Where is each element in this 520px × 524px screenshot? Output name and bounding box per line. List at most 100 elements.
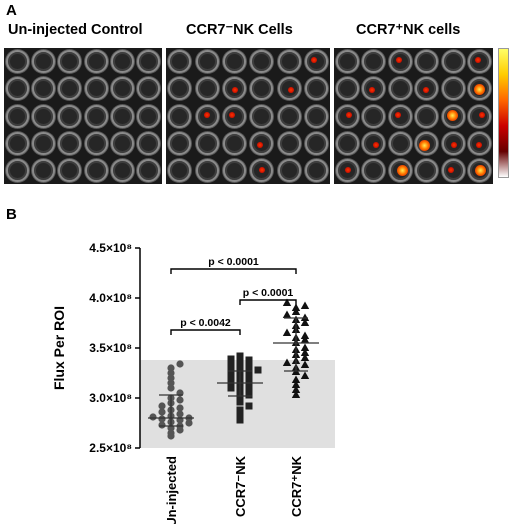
- y-tick-label: 2.5×10⁸: [89, 441, 132, 455]
- plate-well: [32, 131, 55, 155]
- plate-well: [58, 50, 82, 74]
- y-ticks: 2.5×10⁸ 3.0×10⁸ 3.5×10⁸ 4.0×10⁸ 4.5×10⁸: [89, 241, 140, 455]
- data-point-triangle: [300, 301, 310, 309]
- luminescence-signal: [256, 142, 263, 149]
- significance-bracket: [170, 268, 297, 274]
- plate-well: [388, 131, 412, 155]
- data-point-circle: [176, 404, 184, 412]
- data-point-triangle: [282, 298, 292, 306]
- plate-well: [32, 77, 55, 101]
- y-axis-label: Flux Per ROI: [51, 306, 67, 390]
- plate-well: [277, 50, 301, 74]
- data-point-triangle: [291, 307, 301, 315]
- plate-well: [304, 158, 328, 182]
- x-category-label: CCR7⁻NK: [233, 455, 248, 517]
- significance-brackets: p < 0.0042 p < 0.0001 p < 0.0001: [170, 256, 297, 335]
- plate-well: [335, 77, 359, 101]
- data-point-triangle: [300, 343, 310, 351]
- panel-b-letter: B: [6, 206, 17, 223]
- plate-well: [111, 131, 134, 155]
- plate-well: [277, 104, 301, 128]
- luminescence-signal: [288, 86, 294, 93]
- data-point-square: [236, 352, 244, 360]
- plate-well: [388, 77, 412, 101]
- plate-well: [5, 50, 29, 74]
- plate-well: [168, 131, 192, 155]
- data-point-square: [245, 356, 253, 364]
- data-point-circle: [167, 374, 175, 382]
- data-point-square: [245, 362, 253, 370]
- data-point-triangle: [300, 371, 310, 379]
- data-point-square: [254, 366, 262, 374]
- plate-well: [58, 158, 82, 182]
- data-point-triangle: [291, 385, 301, 393]
- data-point-triangle: [300, 353, 310, 361]
- plate-well: [335, 131, 359, 155]
- data-point-square: [236, 406, 244, 414]
- data-point-square: [245, 386, 253, 394]
- data-point-square: [245, 402, 253, 410]
- plate-well: [84, 104, 108, 128]
- plate-well: [5, 104, 29, 128]
- plate-well: [111, 104, 134, 128]
- data-point-triangle: [282, 358, 292, 366]
- data-point-circle: [167, 364, 175, 372]
- plate-well: [168, 50, 192, 74]
- luminescence-signal: [448, 167, 455, 174]
- plate-well: [137, 104, 161, 128]
- plate-well: [195, 158, 219, 182]
- data-point-triangle: [300, 331, 310, 339]
- plate-well: [415, 158, 439, 182]
- data-point-circle: [158, 408, 166, 416]
- data-point-circle: [158, 402, 166, 410]
- luminescence-signal: [396, 164, 408, 176]
- plate-well: [137, 158, 161, 182]
- luminescence-signal: [478, 112, 485, 118]
- imaging-plate-panel: [4, 48, 493, 184]
- data-point-circle: [176, 360, 184, 368]
- data-point-square: [245, 391, 253, 399]
- plate-well: [362, 104, 386, 128]
- luminescence-signal: [311, 56, 318, 63]
- plate-well: [304, 131, 328, 155]
- data-points: [149, 298, 310, 440]
- luminescence-color-scale: [498, 48, 509, 178]
- plate-ccr7-positive: [334, 48, 493, 184]
- plate-divider: [330, 48, 334, 184]
- data-point-square: [236, 358, 244, 366]
- plate-uninjected: [4, 48, 162, 184]
- plate-well: [5, 77, 29, 101]
- plate-well: [250, 77, 274, 101]
- data-point-triangle: [291, 380, 301, 388]
- plate-well: [5, 131, 29, 155]
- plate-well: [168, 158, 192, 182]
- plate-well: [32, 104, 55, 128]
- plate-well: [58, 104, 82, 128]
- data-point-circle: [167, 369, 175, 377]
- y-tick-label: 4.5×10⁸: [89, 241, 132, 255]
- plate-divider: [162, 48, 166, 184]
- luminescence-signal: [368, 86, 375, 93]
- data-point-triangle: [300, 313, 310, 321]
- luminescence-signal: [446, 109, 458, 121]
- significance-bracket: [239, 299, 297, 305]
- plate-well: [222, 131, 246, 155]
- data-point-square: [245, 374, 253, 382]
- y-tick-label: 3.5×10⁸: [89, 341, 132, 355]
- plate-well: [58, 77, 82, 101]
- plate-well: [415, 104, 439, 128]
- data-point-triangle: [282, 310, 292, 318]
- plate-well: [32, 50, 55, 74]
- data-point-triangle: [300, 318, 310, 326]
- data-point-square: [227, 355, 235, 363]
- plate-well: [84, 77, 108, 101]
- plate-well: [277, 131, 301, 155]
- plate-well: [335, 50, 359, 74]
- ccr7-positive-title: CCR7⁺NK cells: [356, 22, 461, 38]
- data-point-square: [236, 364, 244, 372]
- plate-well: [111, 77, 134, 101]
- luminescence-signal: [475, 164, 487, 176]
- significance-label: p < 0.0001: [208, 256, 259, 268]
- luminescence-signal: [345, 167, 352, 174]
